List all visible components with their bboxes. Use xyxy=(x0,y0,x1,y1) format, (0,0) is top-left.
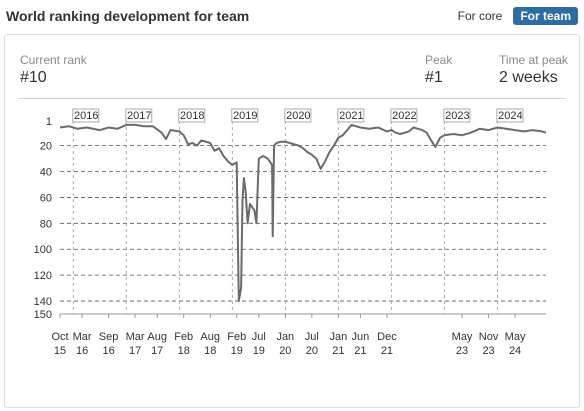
x-tick-month-12: Jun xyxy=(352,331,370,343)
x-tick-year-15: 23 xyxy=(482,345,494,357)
x-tick-month-5: Feb xyxy=(174,331,193,343)
y-tick-label-140: 140 xyxy=(34,296,52,308)
x-tick-year-13: 21 xyxy=(381,345,393,357)
ranking-card: Current rank #10 Peak #1 Time at peak 2 … xyxy=(4,34,580,408)
y-tick-label-80: 80 xyxy=(40,218,52,230)
year-label-2023: 2023 xyxy=(445,110,469,122)
year-box-2023 xyxy=(443,108,471,123)
current-rank-value: #10 xyxy=(20,69,47,86)
x-tick-month-15: Nov xyxy=(479,331,499,343)
year-box-2016 xyxy=(72,108,100,123)
x-tick-year-3: 17 xyxy=(129,345,141,357)
current-rank-stat: Current rank #10 xyxy=(20,53,87,87)
year-box-2018 xyxy=(178,108,206,123)
x-tick-month-14: May xyxy=(452,331,473,343)
year-label-2018: 2018 xyxy=(180,110,204,122)
x-tick-month-2: Sep xyxy=(99,331,119,343)
year-label-2020: 2020 xyxy=(286,110,310,122)
stats-divider xyxy=(19,98,565,99)
x-tick-month-3: Mar xyxy=(126,331,145,343)
header: World ranking development for team For c… xyxy=(0,0,584,32)
y-tick-label-1: 1 xyxy=(46,116,52,128)
x-tick-month-8: Jul xyxy=(252,331,266,343)
view-toggle: For core For team xyxy=(447,7,578,25)
y-tick-label-150: 150 xyxy=(34,309,52,321)
year-label-2022: 2022 xyxy=(392,110,416,122)
x-tick-year-14: 23 xyxy=(456,345,468,357)
x-tick-year-2: 16 xyxy=(102,345,114,357)
x-tick-year-12: 21 xyxy=(354,345,366,357)
year-box-2022 xyxy=(390,108,418,123)
page-title: World ranking development for team xyxy=(6,8,250,24)
time-at-peak-value: 2 weeks xyxy=(499,69,558,86)
x-tick-month-7: Feb xyxy=(227,331,246,343)
x-tick-month-6: Aug xyxy=(200,331,220,343)
year-label-2017: 2017 xyxy=(127,110,151,122)
year-label-2016: 2016 xyxy=(74,110,98,122)
time-at-peak-stat: Time at peak 2 weeks xyxy=(499,53,568,87)
year-box-2024 xyxy=(496,108,524,123)
x-tick-month-0: Oct xyxy=(51,331,68,343)
x-tick-month-11: Jan xyxy=(329,331,347,343)
x-tick-year-5: 18 xyxy=(178,345,190,357)
peak-label: Peak xyxy=(425,53,453,67)
year-label-2021: 2021 xyxy=(339,110,363,122)
current-rank-label: Current rank xyxy=(20,53,87,67)
year-box-2020 xyxy=(284,108,312,123)
x-tick-year-7: 19 xyxy=(231,345,243,357)
y-tick-label-40: 40 xyxy=(40,167,52,179)
x-tick-year-8: 19 xyxy=(253,345,265,357)
x-tick-month-10: Jul xyxy=(305,331,319,343)
series-line-0 xyxy=(59,123,547,302)
time-at-peak-label: Time at peak xyxy=(499,53,568,67)
x-tick-year-9: 20 xyxy=(279,345,291,357)
peak-value: #1 xyxy=(425,69,443,86)
x-tick-year-6: 18 xyxy=(204,345,216,357)
x-tick-year-16: 24 xyxy=(509,345,521,357)
year-label-2024: 2024 xyxy=(498,110,522,122)
x-tick-month-9: Jan xyxy=(276,331,294,343)
year-label-2019: 2019 xyxy=(233,110,257,122)
toggle-for-team[interactable]: For team xyxy=(513,7,578,25)
x-tick-month-4: Aug xyxy=(147,331,167,343)
x-tick-year-11: 21 xyxy=(332,345,344,357)
x-tick-month-13: Dec xyxy=(377,331,397,343)
year-box-2021 xyxy=(337,108,365,123)
toggle-for-core[interactable]: For core xyxy=(457,9,503,23)
x-tick-year-0: 15 xyxy=(54,345,66,357)
x-tick-month-1: Mar xyxy=(73,331,92,343)
y-tick-label-60: 60 xyxy=(40,192,52,204)
year-box-2019 xyxy=(231,108,259,123)
year-box-2017 xyxy=(125,108,153,123)
x-tick-year-10: 20 xyxy=(306,345,318,357)
x-tick-month-16: May xyxy=(505,331,526,343)
x-tick-year-1: 16 xyxy=(76,345,88,357)
y-tick-label-120: 120 xyxy=(34,270,52,282)
y-tick-label-20: 20 xyxy=(40,141,52,153)
y-tick-label-100: 100 xyxy=(34,244,52,256)
peak-stat: Peak #1 xyxy=(425,53,452,87)
x-tick-year-4: 17 xyxy=(151,345,163,357)
